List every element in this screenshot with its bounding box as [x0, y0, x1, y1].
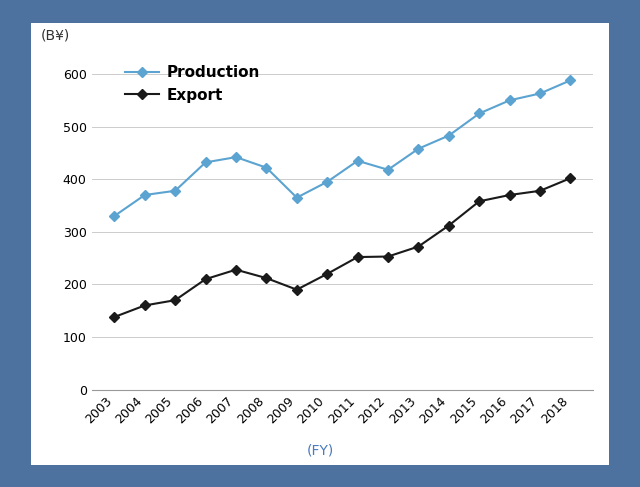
Export — [111, 314, 118, 320]
Line: Export: Export — [111, 175, 574, 320]
Production — [445, 132, 452, 138]
Text: (FY): (FY) — [307, 444, 333, 458]
Production — [384, 167, 392, 173]
Line: Production: Production — [111, 77, 574, 220]
Production — [476, 111, 483, 116]
Legend: Production, Export: Production, Export — [119, 59, 266, 109]
Production — [111, 213, 118, 219]
Production — [566, 77, 574, 83]
Export — [323, 271, 331, 277]
Export — [172, 297, 179, 303]
Export — [262, 275, 270, 281]
Export — [566, 175, 574, 181]
Export — [293, 287, 301, 293]
Production — [232, 154, 240, 160]
Production — [293, 195, 301, 201]
Production — [536, 91, 544, 96]
Production — [141, 192, 148, 198]
Production — [262, 165, 270, 170]
Export — [415, 244, 422, 249]
Export — [536, 188, 544, 194]
Production — [506, 97, 513, 103]
Production — [415, 146, 422, 151]
Export — [384, 254, 392, 260]
Export — [476, 198, 483, 204]
Export — [506, 192, 513, 198]
Production — [172, 188, 179, 194]
Export — [354, 254, 362, 260]
Text: (B¥): (B¥) — [40, 28, 70, 42]
Export — [445, 223, 452, 228]
Export — [232, 267, 240, 273]
Production — [202, 159, 209, 165]
Production — [323, 179, 331, 185]
Export — [202, 276, 209, 282]
Production — [354, 158, 362, 164]
Export — [141, 302, 148, 308]
